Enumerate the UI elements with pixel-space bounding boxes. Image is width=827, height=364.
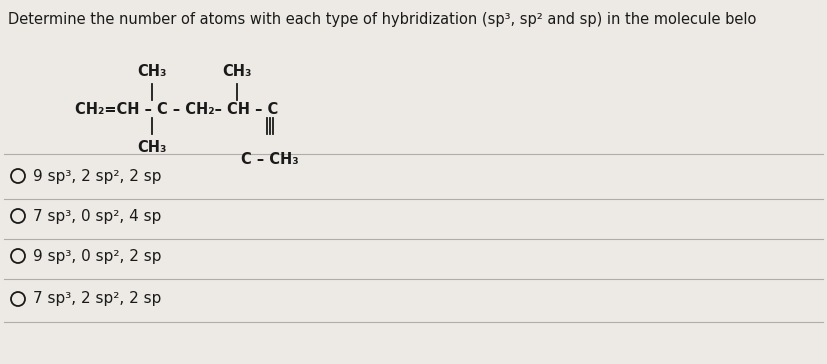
- Text: Determine the number of atoms with each type of hybridization (sp³, sp² and sp) : Determine the number of atoms with each …: [8, 12, 757, 27]
- Text: CH₂=CH – C – CH₂– CH – C: CH₂=CH – C – CH₂– CH – C: [75, 102, 278, 116]
- Text: CH₃: CH₃: [137, 63, 167, 79]
- Text: CH₃: CH₃: [222, 63, 251, 79]
- Text: 7 sp³, 2 sp², 2 sp: 7 sp³, 2 sp², 2 sp: [33, 292, 161, 306]
- Text: 7 sp³, 0 sp², 4 sp: 7 sp³, 0 sp², 4 sp: [33, 209, 161, 223]
- Text: 9 sp³, 2 sp², 2 sp: 9 sp³, 2 sp², 2 sp: [33, 169, 161, 183]
- Text: C – CH₃: C – CH₃: [241, 151, 299, 166]
- Text: CH₃: CH₃: [137, 139, 167, 154]
- Text: 9 sp³, 0 sp², 2 sp: 9 sp³, 0 sp², 2 sp: [33, 249, 161, 264]
